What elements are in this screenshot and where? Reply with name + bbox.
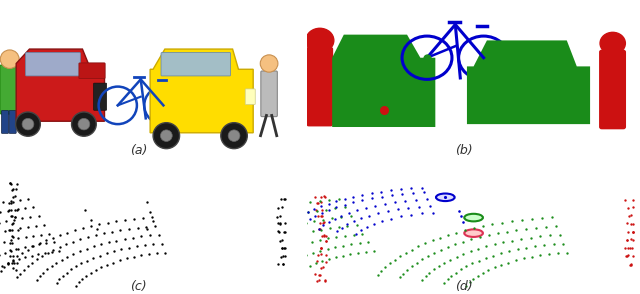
Circle shape xyxy=(306,28,334,53)
Circle shape xyxy=(221,123,247,149)
FancyBboxPatch shape xyxy=(79,63,105,78)
Circle shape xyxy=(600,32,625,54)
FancyBboxPatch shape xyxy=(306,47,333,126)
FancyBboxPatch shape xyxy=(261,71,277,117)
Polygon shape xyxy=(332,35,435,127)
FancyBboxPatch shape xyxy=(161,53,230,76)
Circle shape xyxy=(153,123,180,149)
FancyBboxPatch shape xyxy=(0,65,19,114)
Circle shape xyxy=(436,193,454,201)
Polygon shape xyxy=(467,40,590,124)
FancyBboxPatch shape xyxy=(26,53,81,76)
Circle shape xyxy=(260,55,278,72)
Circle shape xyxy=(464,214,483,221)
Text: (b): (b) xyxy=(455,144,472,157)
Circle shape xyxy=(22,118,34,130)
Circle shape xyxy=(15,112,40,136)
Circle shape xyxy=(78,118,90,130)
Text: (c): (c) xyxy=(130,280,147,293)
FancyBboxPatch shape xyxy=(1,111,8,133)
Circle shape xyxy=(161,130,172,141)
Circle shape xyxy=(228,130,240,141)
Polygon shape xyxy=(150,49,253,133)
Text: (a): (a) xyxy=(130,144,147,157)
FancyBboxPatch shape xyxy=(599,50,626,129)
Circle shape xyxy=(0,50,19,69)
FancyBboxPatch shape xyxy=(9,111,16,133)
Text: (d): (d) xyxy=(455,280,472,293)
FancyBboxPatch shape xyxy=(93,83,107,110)
FancyBboxPatch shape xyxy=(245,89,255,104)
Polygon shape xyxy=(16,49,104,121)
Circle shape xyxy=(464,229,483,237)
Circle shape xyxy=(72,112,96,136)
